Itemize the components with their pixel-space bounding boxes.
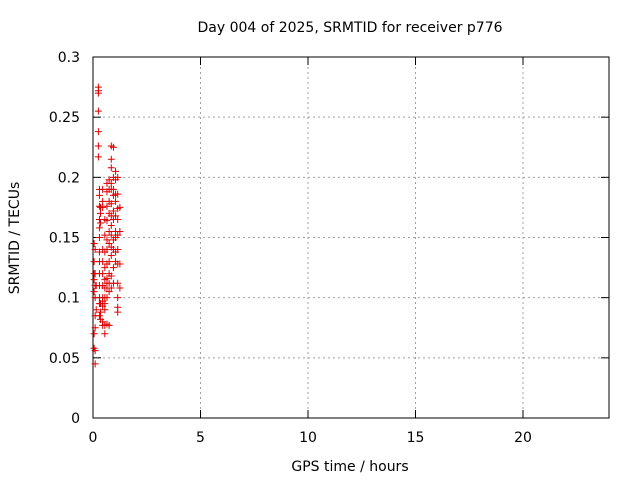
data-point <box>101 264 109 272</box>
data-point <box>107 231 115 239</box>
data-point <box>90 330 98 338</box>
data-point <box>94 128 102 136</box>
data-point <box>95 202 103 210</box>
x-tick-label: 10 <box>299 430 317 446</box>
data-point <box>105 258 113 266</box>
chart-title: Day 004 of 2025, SRMTID for receiver p77… <box>197 20 502 36</box>
data-point <box>103 246 111 254</box>
axis-ticks <box>92 56 609 419</box>
data-point <box>94 107 102 115</box>
data-point <box>99 203 107 211</box>
y-tick-label: 0 <box>71 411 80 427</box>
data-point <box>94 153 102 161</box>
y-tick-label: 0.05 <box>49 351 80 367</box>
data-point <box>109 185 117 193</box>
data-point <box>116 284 124 292</box>
data-point <box>101 306 109 314</box>
data-point <box>103 217 111 225</box>
x-tick-label: 15 <box>407 430 425 446</box>
data-point <box>107 252 115 260</box>
data-point <box>95 224 103 232</box>
data-point <box>114 279 122 287</box>
data-point <box>99 258 107 266</box>
data-point <box>114 173 122 181</box>
x-tick-label: 5 <box>196 430 205 446</box>
y-tick-label: 0.3 <box>58 50 80 66</box>
data-point <box>109 207 117 215</box>
data-point <box>103 294 111 302</box>
data-point <box>112 167 120 175</box>
data-point <box>101 330 109 338</box>
data-point <box>105 321 113 329</box>
data-points <box>90 83 124 368</box>
data-point <box>114 246 122 254</box>
data-point <box>97 308 105 316</box>
data-point <box>107 221 115 229</box>
data-point <box>114 231 122 239</box>
grid-layer <box>93 57 609 418</box>
data-point <box>107 155 115 163</box>
data-point <box>105 240 113 248</box>
data-point <box>95 234 103 241</box>
data-point <box>99 185 107 193</box>
data-point <box>109 264 117 272</box>
data-point <box>109 143 117 151</box>
y-tick-label: 0.2 <box>58 170 80 186</box>
data-point <box>107 179 115 187</box>
data-point <box>101 300 109 308</box>
data-point <box>114 294 122 302</box>
data-point <box>116 203 124 211</box>
data-point <box>112 197 120 205</box>
data-point <box>90 288 98 296</box>
data-point <box>94 89 102 97</box>
data-point <box>90 276 98 284</box>
data-point <box>114 308 122 316</box>
y-tick-label: 0.1 <box>58 291 80 307</box>
data-point <box>97 209 105 217</box>
data-point <box>91 324 99 332</box>
data-point <box>91 360 99 368</box>
data-point <box>101 231 109 239</box>
data-point <box>103 236 111 244</box>
data-point <box>107 164 115 172</box>
tick-labels: 0 0.05 0.1 0.15 0.2 0.25 0.3 0 5 10 15 20 <box>49 50 532 446</box>
data-point <box>114 215 122 223</box>
data-point <box>99 197 107 205</box>
data-point <box>92 306 100 314</box>
data-point <box>107 200 115 208</box>
y-tick-label: 0.15 <box>49 231 80 247</box>
data-point <box>107 284 115 292</box>
data-point <box>116 260 124 268</box>
data-point <box>105 227 113 235</box>
x-tick-label: 20 <box>514 430 532 446</box>
data-point <box>114 190 122 198</box>
data-point <box>99 270 107 278</box>
y-axis-label: SRMTID / TECUs <box>7 182 23 295</box>
data-point <box>94 142 102 150</box>
data-point <box>116 227 124 235</box>
data-point <box>95 312 103 320</box>
data-point <box>105 288 113 296</box>
data-point <box>103 202 111 210</box>
data-point <box>91 246 99 254</box>
data-point <box>95 191 103 199</box>
x-axis-label: GPS time / hours <box>291 459 408 475</box>
plot-frame <box>92 56 610 419</box>
data-point <box>112 212 120 220</box>
data-point <box>91 347 99 355</box>
data-point <box>90 240 98 248</box>
x-tick-label: 0 <box>89 430 98 446</box>
data-point <box>105 176 113 184</box>
y-tick-label: 0.25 <box>49 110 80 126</box>
data-point <box>107 272 115 280</box>
data-point <box>97 219 105 227</box>
